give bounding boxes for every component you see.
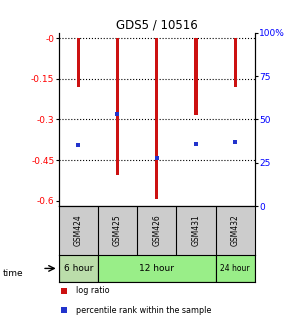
- Text: percentile rank within the sample: percentile rank within the sample: [76, 306, 212, 315]
- Bar: [234, 38, 237, 87]
- Text: GSM432: GSM432: [231, 215, 240, 246]
- Text: GSM426: GSM426: [152, 215, 161, 246]
- Point: [154, 155, 159, 160]
- Point: [62, 307, 67, 313]
- Point: [76, 143, 81, 148]
- Point: [194, 141, 198, 146]
- Point: [115, 112, 120, 117]
- Bar: [195, 38, 197, 115]
- Title: GDS5 / 10516: GDS5 / 10516: [116, 19, 198, 31]
- Point: [233, 139, 238, 145]
- Point: [62, 288, 67, 293]
- Bar: [216, 255, 255, 282]
- Text: 12 hour: 12 hour: [139, 264, 174, 273]
- Bar: [98, 255, 216, 282]
- Text: GSM431: GSM431: [192, 215, 200, 246]
- Text: time: time: [3, 268, 23, 278]
- Text: GSM424: GSM424: [74, 215, 83, 246]
- Text: GSM425: GSM425: [113, 215, 122, 246]
- Text: 6 hour: 6 hour: [64, 264, 93, 273]
- Bar: [77, 38, 80, 87]
- Text: 24 hour: 24 hour: [220, 264, 250, 273]
- Bar: [116, 38, 119, 175]
- Bar: [59, 255, 98, 282]
- Text: log ratio: log ratio: [76, 286, 110, 295]
- Bar: [155, 38, 158, 199]
